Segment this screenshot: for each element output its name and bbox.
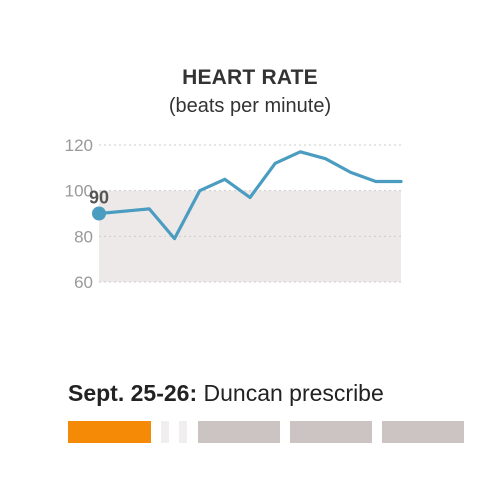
chart-title: HEART RATE [182, 66, 318, 89]
story-date: Sept. 25-26: [68, 380, 198, 406]
heart-rate-line [97, 150, 403, 241]
timeline-segment-gap[interactable] [179, 421, 187, 443]
start-point-marker [92, 206, 106, 221]
start-value-label: 90 [89, 188, 109, 208]
timeline-segment-inactive[interactable] [382, 421, 464, 443]
y-tick-label: 60 [74, 273, 93, 292]
story-text: Duncan prescribe [197, 380, 384, 406]
timeline-bar [0, 421, 500, 443]
timeline-segment-gap[interactable] [161, 421, 169, 443]
story-caption: Sept. 25-26: Duncan prescribe [68, 380, 488, 407]
timeline-segment-inactive[interactable] [198, 421, 280, 443]
y-tick-label: 80 [74, 227, 93, 246]
timeline-segment-active[interactable] [68, 421, 151, 443]
y-tick-label: 120 [65, 136, 93, 155]
timeline-segment-inactive[interactable] [290, 421, 372, 443]
y-tick-label: 100 [65, 182, 93, 201]
chart-subtitle: (beats per minute) [168, 95, 332, 117]
